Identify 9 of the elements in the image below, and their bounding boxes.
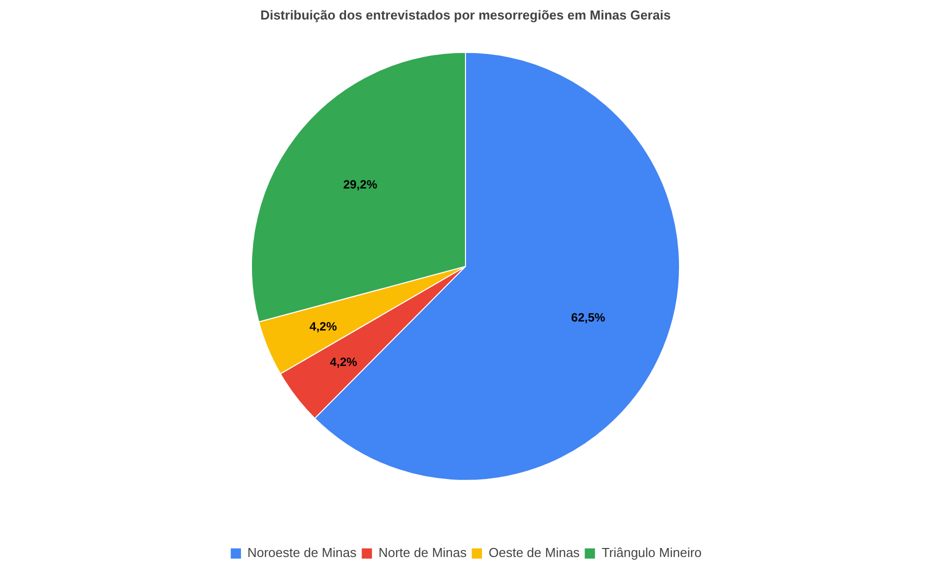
data-label: 29,2%	[343, 177, 378, 192]
legend-label: Oeste de Minas	[488, 545, 580, 560]
legend-label: Noroeste de Minas	[247, 545, 356, 560]
data-label: 62,5%	[571, 310, 606, 325]
legend-label: Norte de Minas	[378, 545, 467, 560]
data-label: 4,2%	[330, 354, 358, 369]
chart-title: Distribuição dos entrevistados por mesorregiões em Minas Gerais	[260, 8, 671, 22]
data-label: 4,2%	[310, 319, 338, 334]
legend-label: Triângulo Mineiro	[602, 545, 702, 560]
